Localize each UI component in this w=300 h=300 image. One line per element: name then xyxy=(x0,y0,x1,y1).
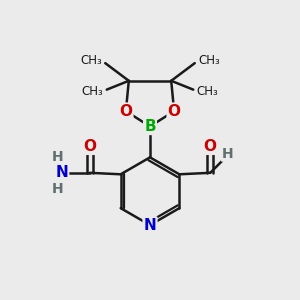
Text: CH₃: CH₃ xyxy=(197,85,219,98)
Text: CH₃: CH₃ xyxy=(80,54,102,67)
Text: H: H xyxy=(52,182,63,196)
Text: O: O xyxy=(119,103,132,118)
Text: H: H xyxy=(222,147,234,161)
Text: B: B xyxy=(144,119,156,134)
Text: CH₃: CH₃ xyxy=(198,54,220,67)
Text: O: O xyxy=(204,139,217,154)
Text: H: H xyxy=(52,150,63,164)
Text: O: O xyxy=(83,139,96,154)
Text: O: O xyxy=(168,103,181,118)
Text: CH₃: CH₃ xyxy=(81,85,103,98)
Text: N: N xyxy=(144,218,156,232)
Text: N: N xyxy=(56,165,68,180)
